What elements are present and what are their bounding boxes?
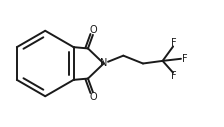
Text: F: F [182,54,187,64]
Text: F: F [171,38,177,48]
Text: N: N [100,59,107,68]
Text: O: O [89,25,97,35]
Text: F: F [171,71,177,81]
Text: O: O [89,92,97,102]
